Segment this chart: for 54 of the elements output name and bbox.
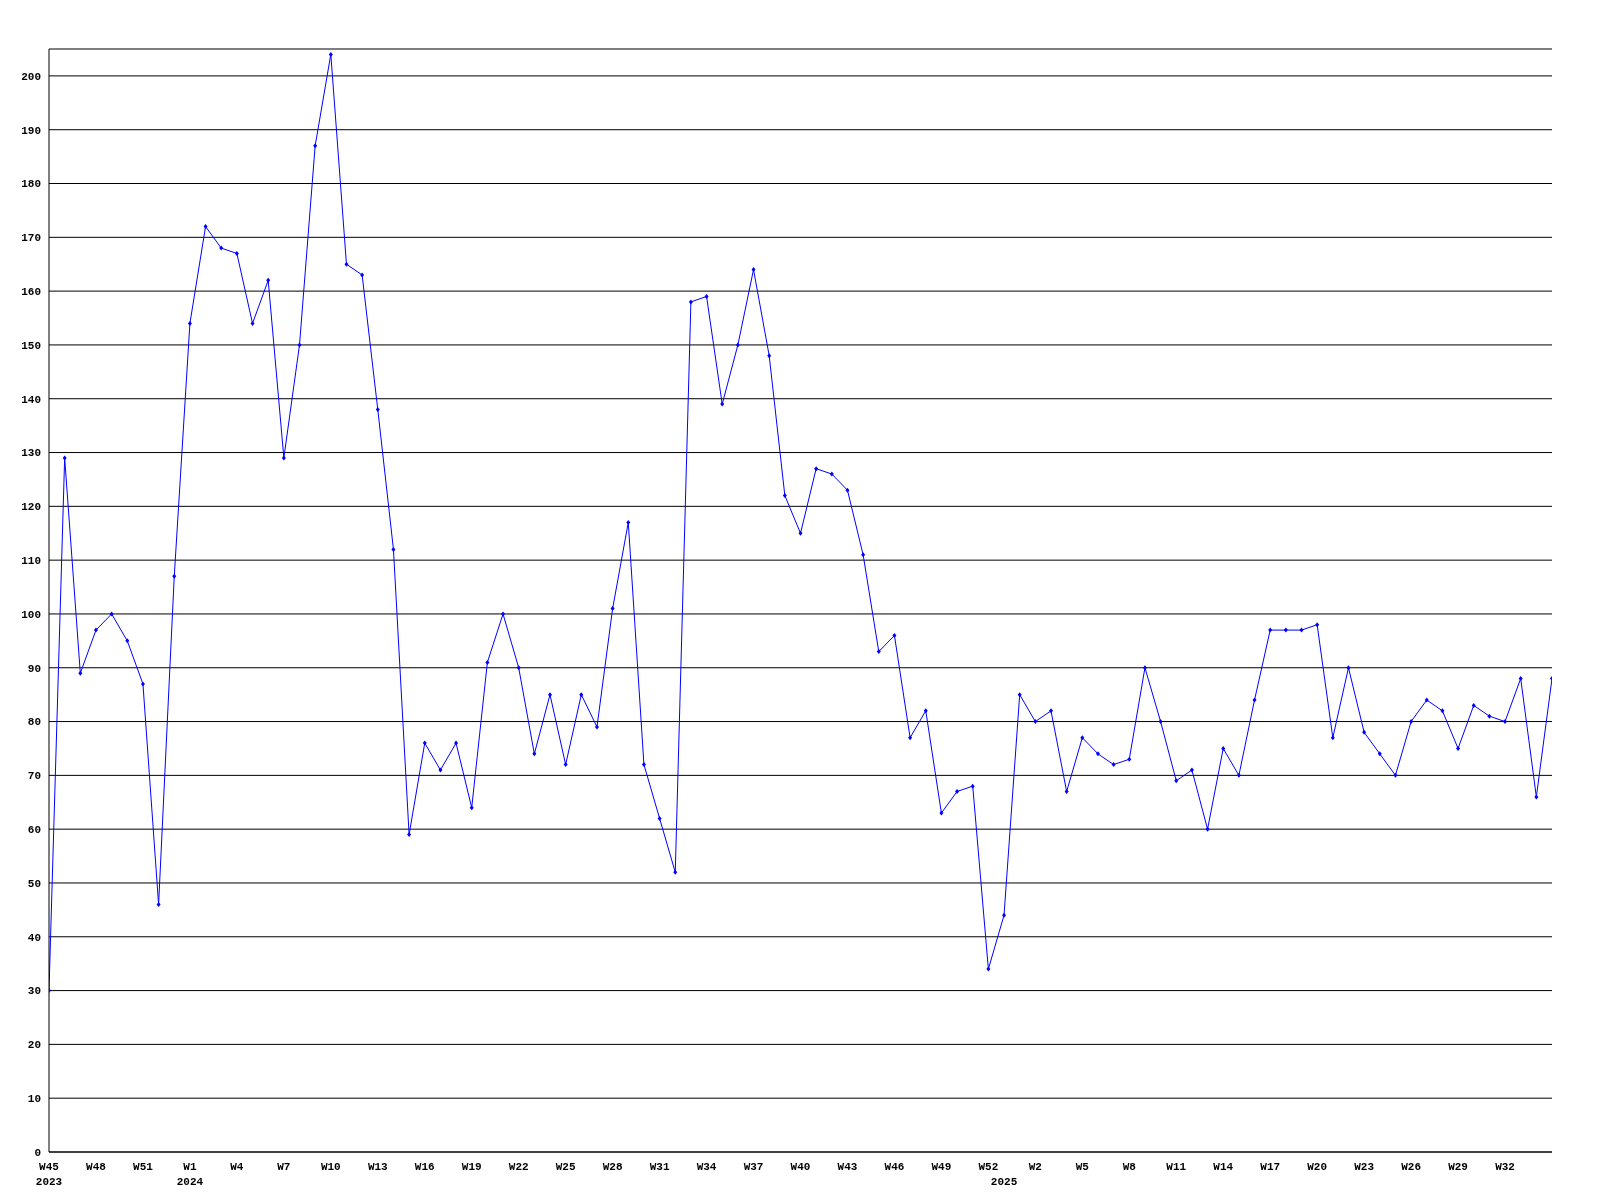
x-tick-label: W20 bbox=[1307, 1161, 1328, 1173]
y-tick-label: 50 bbox=[27, 877, 41, 890]
x-tick-label: W13 bbox=[367, 1161, 389, 1173]
x-tick-label: W11 bbox=[1166, 1161, 1187, 1173]
x-tick-label: W48 bbox=[86, 1161, 107, 1173]
x-tick-label: W34 bbox=[696, 1161, 717, 1173]
x-tick-label: W40 bbox=[790, 1161, 811, 1173]
y-tick-label: 110 bbox=[21, 555, 41, 568]
x-tick-label: W10 bbox=[320, 1161, 341, 1173]
y-tick-label: 190 bbox=[21, 124, 41, 137]
y-tick-label: 140 bbox=[21, 393, 41, 406]
x-tick-label: W22 bbox=[508, 1161, 529, 1173]
x-tick-label: W1 2024 bbox=[176, 1161, 204, 1188]
x-tick-label: W49 bbox=[931, 1161, 952, 1173]
x-tick-label: W5 bbox=[1075, 1161, 1090, 1173]
y-tick-label: 70 bbox=[27, 770, 41, 783]
y-tick-label: 100 bbox=[21, 608, 41, 621]
y-tick-label: 0 bbox=[34, 1146, 41, 1159]
y-tick-label: 80 bbox=[27, 716, 41, 729]
y-tick-label: 160 bbox=[21, 286, 41, 299]
x-tick-label: W26 bbox=[1401, 1161, 1421, 1173]
x-tick-label: W17 bbox=[1260, 1161, 1281, 1173]
x-tick-label: W8 bbox=[1122, 1161, 1137, 1173]
x-tick-label: W51 bbox=[133, 1161, 154, 1173]
y-tick-label: 20 bbox=[27, 1039, 41, 1052]
y-tick-label: 150 bbox=[21, 339, 41, 352]
x-tick-label: W29 bbox=[1448, 1161, 1468, 1173]
x-tick-label: W23 bbox=[1354, 1161, 1375, 1173]
x-tick-label: W14 bbox=[1213, 1161, 1234, 1173]
y-tick-label: 120 bbox=[21, 501, 41, 514]
x-tick-label: W16 bbox=[414, 1161, 435, 1173]
y-tick-label: 200 bbox=[21, 70, 41, 83]
x-tick-label: W4 bbox=[230, 1161, 244, 1173]
x-tick-label: W45 2023 bbox=[35, 1161, 63, 1188]
y-tick-label: 180 bbox=[21, 178, 41, 191]
x-tick-label: W28 bbox=[602, 1161, 623, 1173]
y-tick-label: 170 bbox=[21, 232, 41, 245]
y-tick-label: 90 bbox=[27, 662, 41, 675]
y-tick-label: 10 bbox=[27, 1093, 41, 1106]
x-tick-label: W2 bbox=[1028, 1161, 1042, 1173]
y-tick-label: 60 bbox=[27, 824, 41, 837]
x-tick-label: W19 bbox=[461, 1161, 482, 1173]
y-tick-label: 30 bbox=[27, 985, 41, 998]
x-tick-label: W32 bbox=[1495, 1161, 1515, 1173]
x-tick-label: W7 bbox=[277, 1161, 291, 1173]
x-tick-label: W46 bbox=[884, 1161, 905, 1173]
y-tick-label: 130 bbox=[21, 447, 41, 460]
x-tick-label: W43 bbox=[837, 1161, 858, 1173]
x-tick-label: W25 bbox=[555, 1161, 576, 1173]
x-tick-label: W31 bbox=[649, 1161, 670, 1173]
y-tick-label: 40 bbox=[27, 931, 41, 944]
x-tick-label: 2025 bbox=[990, 1176, 1018, 1188]
x-tick-label: W37 bbox=[743, 1161, 764, 1173]
x-tick-label: W52 bbox=[978, 1161, 999, 1173]
